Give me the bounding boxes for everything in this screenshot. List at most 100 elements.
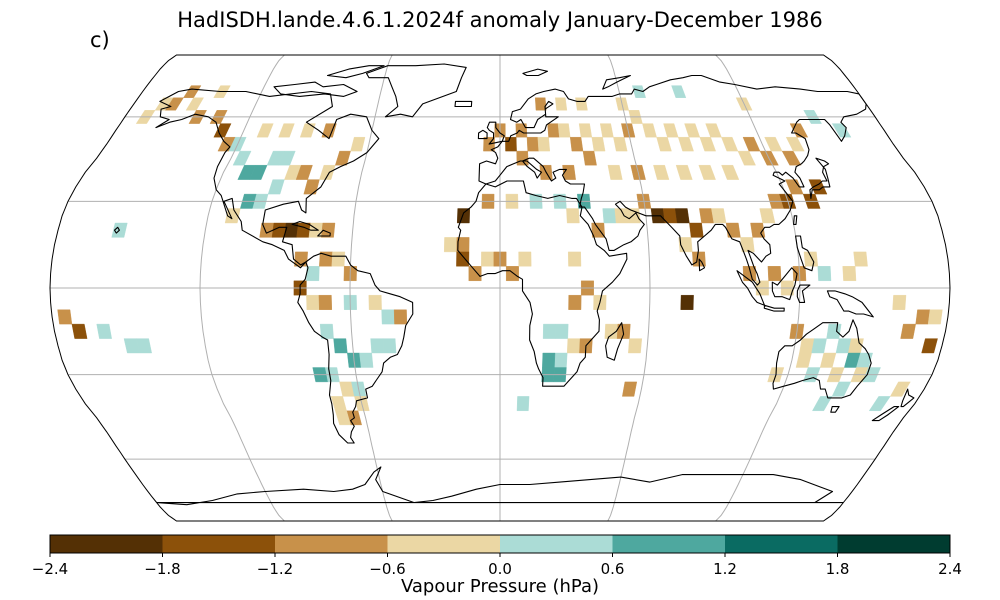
anomaly-cell [319, 323, 334, 339]
colorbar-tick-label: −0.6 [369, 560, 406, 578]
colorbar-segment [50, 535, 163, 553]
anomaly-cell [642, 123, 657, 138]
anomaly-cell [566, 208, 580, 224]
anomaly-cell [853, 251, 868, 267]
colorbar-tick-label: 1.2 [713, 560, 737, 578]
anomaly-cell [677, 137, 694, 152]
anomaly-cell [299, 123, 316, 138]
colorbar-label: Vapour Pressure (hPa) [400, 576, 600, 597]
anomaly-cell [136, 338, 152, 354]
anomaly-cell [213, 123, 232, 138]
anomaly-cell [808, 179, 828, 195]
coastline [291, 220, 319, 231]
anomaly-cell [542, 323, 557, 339]
anomaly-cell [628, 338, 643, 354]
coastline [771, 267, 798, 301]
anomaly-cell [607, 165, 623, 180]
anomaly-cell [674, 208, 690, 224]
coastline [772, 319, 872, 399]
anomaly-cell [232, 150, 252, 166]
anomaly-cell [256, 123, 274, 138]
anomaly-cell [526, 137, 539, 152]
anomaly-cell [781, 150, 802, 166]
anomaly-cell [515, 123, 528, 138]
anomaly-cell [554, 352, 568, 368]
colorbar-segment [837, 535, 951, 553]
anomaly-cell [506, 266, 519, 281]
colorbar-segment [725, 535, 838, 553]
coastline [478, 74, 867, 286]
coastline [826, 290, 874, 318]
anomaly-cell [656, 137, 672, 152]
anomaly-cell [96, 323, 112, 339]
anomaly-cell [278, 123, 295, 138]
anomaly-cell [319, 251, 333, 267]
anomaly-cell [481, 251, 494, 267]
anomaly-cell [569, 137, 584, 152]
anomaly-cell [591, 137, 606, 152]
colorbar-segment [275, 535, 388, 553]
anomaly-cell [578, 123, 593, 138]
anomaly-cell [742, 137, 761, 152]
anomaly-cell [705, 123, 722, 138]
anomaly-cell [381, 309, 395, 325]
anomaly-cell [842, 266, 857, 281]
anomaly-cell [671, 85, 687, 98]
anomaly-cell [653, 165, 670, 180]
coastline [793, 215, 798, 225]
anomaly-cell [568, 295, 582, 310]
anomaly-cell [393, 309, 408, 325]
colorbar-tick-label: 1.8 [825, 560, 850, 578]
anomaly-cell [321, 222, 336, 238]
colorbar-tick-label: −1.2 [256, 560, 294, 578]
anomaly-cell [675, 165, 693, 180]
anomaly-cell [811, 338, 827, 354]
anomaly-cell [295, 165, 313, 180]
anomaly-cell [456, 208, 471, 224]
anomaly-cell [278, 150, 296, 166]
anomaly-cell [915, 309, 931, 325]
coastline [156, 466, 844, 506]
colorbar-segment [387, 535, 501, 553]
anomaly-cell [516, 150, 529, 166]
anomaly-cell [689, 222, 704, 238]
coastline [155, 88, 380, 269]
anomaly-cell [303, 179, 320, 195]
map-title: HadISDH.lande.4.6.1.2024f anomaly Januar… [177, 8, 823, 32]
anomaly-cell [382, 338, 397, 354]
colorbar-segment [162, 535, 276, 553]
anomaly-cell [632, 85, 646, 98]
anomaly-cell [613, 137, 628, 152]
anomaly-cell [803, 251, 819, 267]
anomaly-cell [57, 309, 73, 325]
anomaly-cell [555, 97, 568, 111]
colorbar-tick-label: 0.6 [600, 560, 625, 578]
coastline [522, 68, 549, 77]
coastline [486, 121, 505, 145]
anomaly-cell [566, 338, 581, 354]
anomaly-cell [443, 237, 458, 253]
anomaly-cell [557, 123, 571, 138]
anomaly-cell [698, 165, 716, 180]
coastline [900, 388, 915, 408]
anomaly-cell [582, 150, 597, 166]
coastline [365, 63, 467, 118]
colorbar-segment [612, 535, 726, 553]
anomaly-cell [359, 352, 374, 368]
anomaly-cell [267, 179, 285, 195]
anomaly-cell [306, 295, 320, 310]
anomaly-cell [516, 396, 530, 411]
panel-label: c) [90, 28, 110, 52]
anomaly-cell [602, 208, 617, 224]
map-boundary [49, 54, 951, 522]
anomaly-cell [817, 266, 832, 281]
anomaly-cell [333, 338, 348, 354]
anomaly-cell [900, 323, 916, 339]
colorbar-tick-label: −2.4 [31, 560, 69, 578]
graticule [50, 55, 950, 521]
coastline [698, 258, 706, 272]
coastline [297, 252, 414, 444]
colorbar-tick-label: 2.4 [938, 560, 962, 578]
coastline [477, 129, 488, 140]
